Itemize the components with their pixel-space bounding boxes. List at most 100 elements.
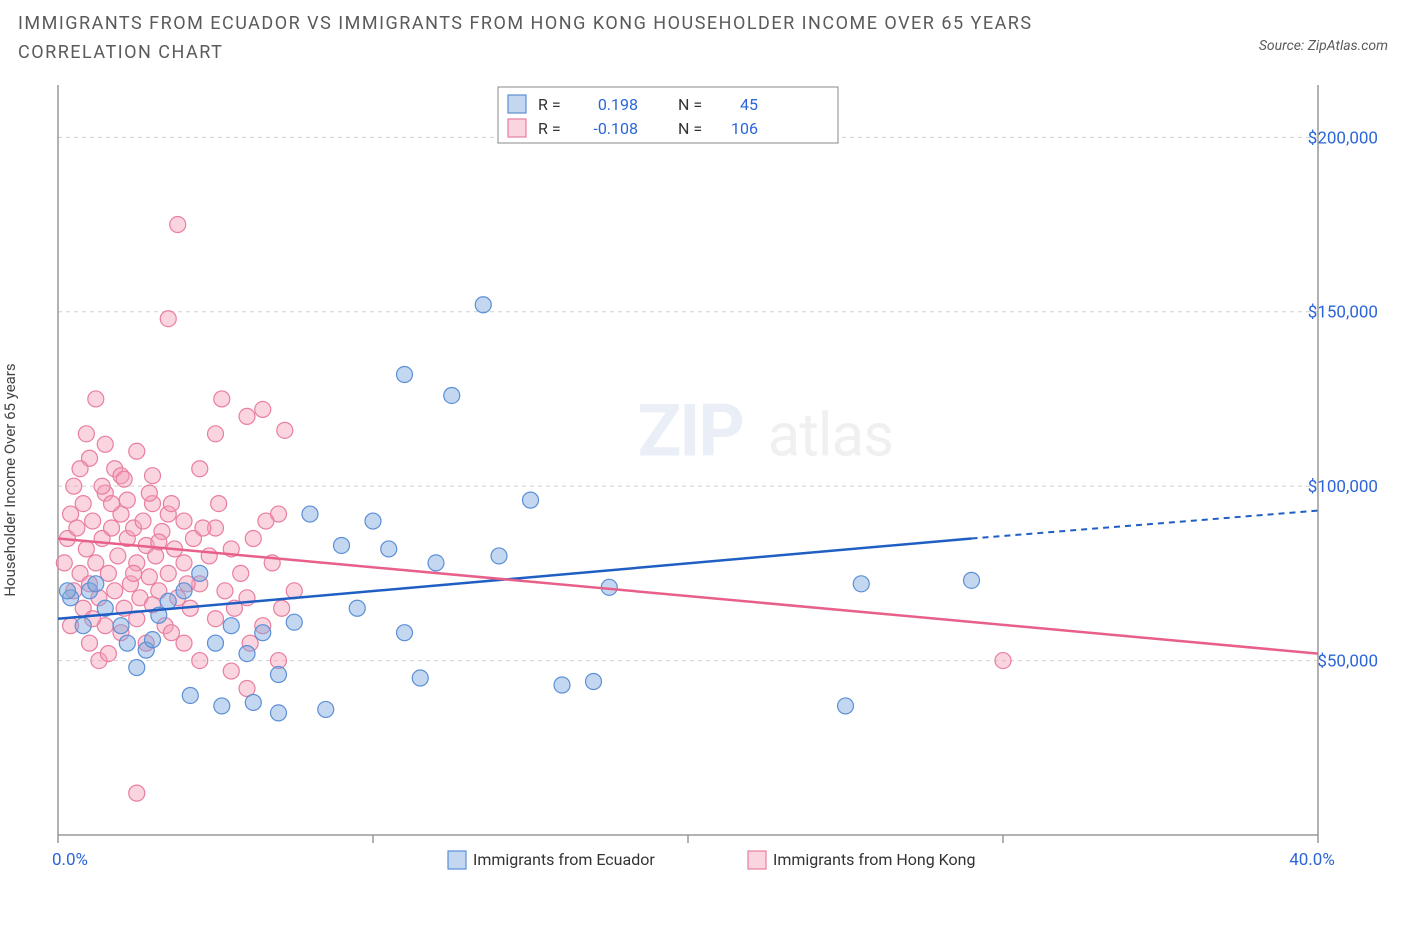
data-point-series2 [88, 391, 104, 407]
scatter-chart: $50,000$100,000$150,000$200,000ZIPatlas0… [48, 75, 1388, 885]
data-point-series2 [148, 548, 164, 564]
data-point-series2 [176, 635, 192, 651]
data-point-series2 [274, 600, 290, 616]
data-point-series1 [428, 555, 444, 571]
data-point-series2 [258, 513, 274, 529]
data-point-series2 [245, 530, 261, 546]
data-point-series1 [208, 635, 224, 651]
data-point-series2 [75, 496, 91, 512]
svg-text:ZIP: ZIP [638, 389, 743, 474]
data-point-series1 [397, 625, 413, 641]
legend-N-label: N = [678, 95, 702, 114]
legend-R-label: R = [538, 95, 561, 114]
data-point-series2 [255, 401, 271, 417]
data-point-series1 [75, 618, 91, 634]
data-point-series2 [239, 408, 255, 424]
data-point-series1 [302, 506, 318, 522]
data-point-series1 [412, 670, 428, 686]
footer-swatch-series2 [748, 851, 766, 869]
data-point-series1 [176, 583, 192, 599]
data-point-series2 [277, 422, 293, 438]
legend-swatch-series2 [508, 119, 526, 137]
data-point-series2 [69, 520, 85, 536]
data-point-series1 [334, 537, 350, 553]
data-point-series1 [119, 635, 135, 651]
data-point-series1 [223, 618, 239, 634]
data-point-series1 [586, 674, 602, 690]
data-point-series2 [195, 520, 211, 536]
data-point-series1 [214, 698, 230, 714]
source-label: Source: ZipAtlas.com [1259, 38, 1388, 54]
data-point-series2 [141, 569, 157, 585]
legend-N-label: N = [678, 119, 702, 138]
header: IMMIGRANTS FROM ECUADOR VS IMMIGRANTS FR… [18, 10, 1388, 75]
data-point-series2 [192, 461, 208, 477]
data-point-series1 [59, 583, 75, 599]
data-point-series2 [223, 663, 239, 679]
data-point-series1 [523, 492, 539, 508]
data-point-series2 [995, 653, 1011, 669]
data-point-series2 [110, 548, 126, 564]
data-point-series1 [444, 387, 460, 403]
data-point-series2 [129, 785, 145, 801]
data-point-series2 [160, 565, 176, 581]
watermark: ZIP atlas [638, 389, 893, 474]
legend-series2-R: -0.108 [593, 119, 638, 138]
data-point-series2 [176, 555, 192, 571]
data-point-series1 [245, 694, 261, 710]
data-point-series2 [66, 478, 82, 494]
data-point-series1 [255, 625, 271, 641]
legend-swatch-series1 [508, 95, 526, 113]
data-point-series2 [85, 513, 101, 529]
legend-series2-N: 106 [731, 119, 758, 138]
data-point-series2 [176, 513, 192, 529]
data-point-series1 [475, 297, 491, 313]
data-point-series2 [233, 565, 249, 581]
data-point-series2 [78, 541, 94, 557]
data-point-series1 [964, 572, 980, 588]
data-point-series2 [170, 217, 186, 233]
y-tick-label: $50,000 [1317, 652, 1378, 672]
data-point-series1 [554, 677, 570, 693]
data-point-series1 [838, 698, 854, 714]
data-point-series2 [145, 468, 161, 484]
data-point-series2 [208, 611, 224, 627]
data-point-series2 [72, 461, 88, 477]
data-point-series1 [397, 367, 413, 383]
data-point-series2 [211, 496, 227, 512]
trend-line-series1-ext [972, 511, 1319, 539]
data-point-series2 [104, 496, 120, 512]
data-point-series1 [271, 705, 287, 721]
footer-label-series2: Immigrants from Hong Kong [773, 850, 975, 869]
data-point-series1 [145, 632, 161, 648]
data-point-series1 [381, 541, 397, 557]
data-point-series2 [107, 583, 123, 599]
data-point-series1 [182, 687, 198, 703]
data-point-series1 [160, 593, 176, 609]
svg-text:atlas: atlas [768, 400, 893, 471]
legend-R-label: R = [538, 119, 561, 138]
data-point-series1 [192, 565, 208, 581]
data-point-series2 [94, 478, 110, 494]
legend-series1-R: 0.198 [598, 95, 638, 114]
y-axis-title: Householder Income Over 65 years [1, 363, 19, 596]
data-point-series1 [349, 600, 365, 616]
data-point-series1 [853, 576, 869, 592]
data-point-series2 [104, 520, 120, 536]
data-point-series2 [141, 485, 157, 501]
data-point-series2 [163, 496, 179, 512]
chart-title: IMMIGRANTS FROM ECUADOR VS IMMIGRANTS FR… [18, 10, 1118, 68]
data-point-series2 [135, 513, 151, 529]
data-point-series1 [239, 646, 255, 662]
data-point-series2 [160, 311, 176, 327]
data-point-series2 [201, 548, 217, 564]
data-point-series2 [119, 492, 135, 508]
data-point-series2 [97, 436, 113, 452]
data-point-series2 [208, 426, 224, 442]
data-point-series2 [192, 653, 208, 669]
data-point-series2 [82, 635, 98, 651]
data-point-series2 [56, 555, 72, 571]
data-point-series2 [126, 565, 142, 581]
chart-area: Householder Income Over 65 years $50,000… [18, 75, 1388, 885]
legend-series1-N: 45 [740, 95, 758, 114]
